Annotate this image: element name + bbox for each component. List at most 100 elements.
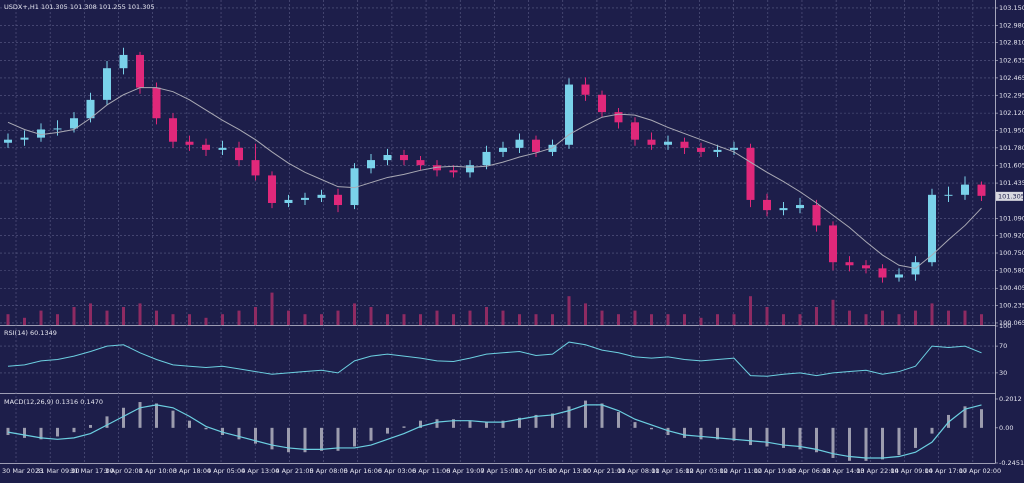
y-tick-label: 100.580	[999, 266, 1024, 274]
macd-bar	[138, 402, 142, 428]
x-tick-label: 12 Apr 03:00	[685, 467, 727, 475]
candle-body	[334, 194, 342, 206]
volume-bar	[23, 317, 26, 325]
y-tick-label: -0.2451	[999, 459, 1024, 467]
macd-bar	[386, 427, 389, 434]
x-tick-label: 6 Apr 03:00	[378, 467, 416, 475]
macd-bar	[600, 403, 604, 428]
volume-bar	[171, 314, 175, 325]
macd-bar	[155, 403, 158, 428]
macd-bar	[798, 427, 802, 450]
x-tick-label: 6 Apr 11:00	[412, 467, 450, 475]
indicator-title: MACD(12,26,9) 0.1316 0.1470	[4, 398, 103, 406]
macd-bar	[699, 427, 703, 440]
x-tick-label: 1 Apr 10:00	[139, 467, 177, 475]
candle-body	[185, 141, 194, 145]
y-tick-label: 102.810	[999, 39, 1024, 47]
y-tick-label: 100	[999, 322, 1011, 330]
candle-body	[383, 154, 392, 161]
candle-body	[664, 141, 672, 145]
candle-body	[350, 168, 359, 206]
macd-bar	[39, 427, 43, 440]
y-tick-label: 100.235	[999, 302, 1024, 310]
candle-body	[499, 147, 507, 152]
x-tick-label: 17 Apr 02:00	[959, 467, 1001, 475]
candle-body	[878, 268, 887, 278]
candle-body	[136, 54, 144, 88]
candle-body	[730, 147, 738, 150]
volume-bar	[848, 310, 851, 325]
macd-bar	[749, 427, 752, 446]
volume-bar	[864, 314, 868, 325]
macd-bar	[815, 427, 818, 453]
volume-bar	[749, 296, 752, 325]
volume-bar	[56, 314, 59, 325]
volume-bar	[270, 292, 274, 325]
candle-body	[977, 184, 986, 196]
volume-bar	[254, 307, 257, 325]
volume-bar	[89, 303, 92, 325]
candle-body	[812, 205, 821, 226]
macd-bar	[287, 427, 290, 453]
volume-bar	[386, 314, 389, 325]
volume-bar	[534, 314, 538, 325]
macd-bar	[171, 410, 175, 428]
candle-body	[961, 184, 969, 195]
candle-body	[944, 194, 953, 196]
volume-bar	[683, 314, 686, 325]
volume-bar	[765, 307, 769, 325]
macd-bar	[617, 412, 620, 428]
candle-body	[763, 199, 771, 211]
x-tick-label: 6 Apr 19:00	[446, 467, 484, 475]
candle-body	[928, 194, 936, 263]
candle-body	[235, 147, 243, 161]
y-tick-label: 100.750	[999, 249, 1024, 257]
x-tick-label: 4 Apr 21:00	[275, 467, 313, 475]
macd-bar	[914, 427, 917, 448]
y-tick-label: 102.465	[999, 74, 1024, 82]
macd-bar	[881, 427, 884, 460]
y-tick-label: 70	[999, 342, 1007, 350]
candle-body	[70, 118, 78, 129]
candle-body	[416, 160, 425, 166]
macd-bar	[369, 427, 373, 441]
candle-body	[845, 262, 854, 266]
indicator-title: USDX+,H1 101.305 101.308 101.255 101.305	[4, 3, 155, 11]
macd-bar	[782, 427, 785, 448]
volume-bar	[650, 314, 653, 325]
macd-bar	[254, 427, 257, 444]
candle-body	[4, 139, 12, 143]
candle-body	[218, 147, 227, 150]
x-tick-label: 12 Apr 11:00	[720, 467, 762, 475]
volume-bar	[980, 314, 983, 325]
volume-bar	[452, 314, 455, 325]
macd-bar	[320, 427, 323, 451]
macd-bar	[518, 417, 521, 428]
y-tick-label: 0.00	[999, 424, 1013, 432]
macd-bar	[204, 427, 208, 430]
x-tick-label: 10 Apr 05:00	[515, 467, 557, 475]
macd-bar	[551, 413, 554, 428]
volume-bar	[6, 314, 10, 325]
candle-body	[169, 118, 177, 142]
volume-bar	[617, 314, 620, 325]
candle-body	[449, 170, 458, 173]
macd-bar	[716, 427, 719, 440]
candle-body	[614, 112, 623, 123]
volume-bar	[402, 314, 406, 325]
x-tick-label: 10 Apr 13:00	[549, 467, 591, 475]
macd-bar	[864, 427, 868, 461]
candle-body	[152, 87, 161, 119]
indicator-title: RSI(14) 60.1349	[4, 329, 57, 337]
volume-bar	[435, 310, 439, 325]
volume-bar	[815, 307, 818, 325]
candle-body	[20, 137, 29, 140]
volume-bar	[914, 310, 917, 325]
volume-bar	[782, 314, 785, 325]
macd-bar	[188, 420, 191, 428]
x-tick-label: 4 Apr 05:00	[207, 467, 245, 475]
candle-body	[895, 274, 903, 278]
candle-body	[631, 122, 639, 140]
macd-bar	[963, 406, 967, 428]
